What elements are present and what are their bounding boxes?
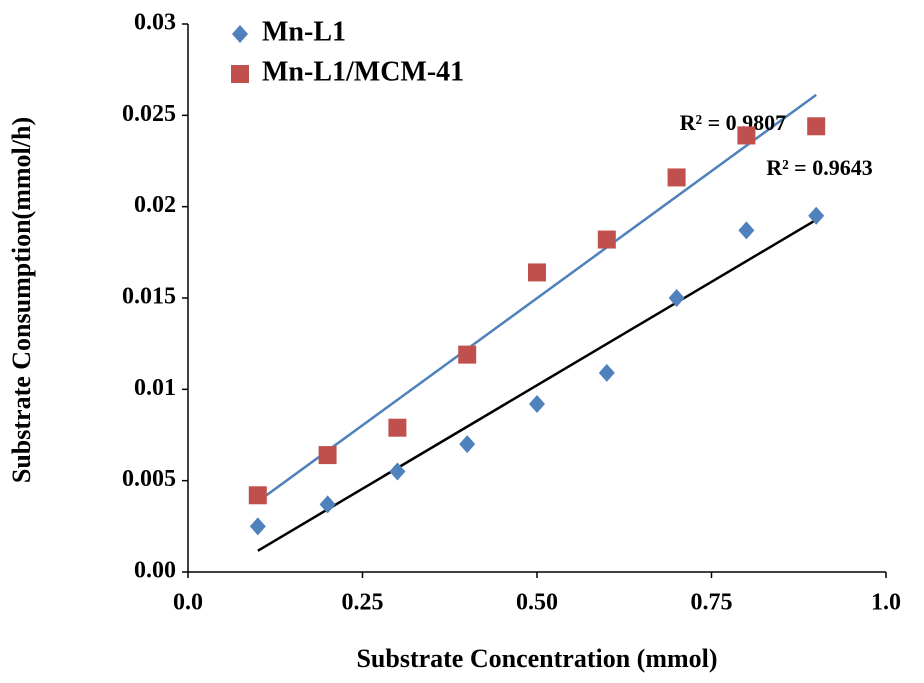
y-tick-label: 0.015 [122, 284, 176, 310]
point [667, 168, 686, 187]
y-tick-label: 0.03 [134, 10, 176, 36]
y-tick-label: 0.005 [122, 466, 176, 492]
point [528, 263, 546, 282]
trendline [257, 93, 817, 503]
x-tick-label: 0.50 [516, 590, 558, 616]
x-tick-label: 0.25 [342, 590, 384, 616]
point [388, 418, 407, 437]
x-tick-label: 1.0 [871, 590, 901, 616]
point [459, 435, 476, 454]
y-tick-label: 0.02 [134, 192, 176, 218]
legend-marker [231, 65, 249, 83]
x-tick-label: 0.75 [691, 590, 733, 616]
r-squared-label: R² = 0.9807 [680, 110, 787, 135]
point [668, 289, 685, 307]
trendline [257, 218, 817, 552]
legend-label: Mn-L1 [262, 16, 346, 47]
y-tick-label: 0.025 [122, 101, 176, 127]
point [598, 363, 615, 382]
point [319, 495, 336, 514]
y-tick-label: 0.01 [134, 375, 176, 401]
x-tick-label: 0.0 [173, 590, 203, 616]
y-axis-label: Substrate Consumption(mmol/h) [7, 117, 36, 483]
point [458, 345, 477, 364]
point [597, 230, 616, 249]
point [389, 462, 406, 481]
point [807, 117, 826, 136]
y-tick-label: 0.00 [134, 558, 176, 584]
point [808, 206, 825, 225]
point [737, 126, 756, 145]
legend-label: Mn-L1/MCM-41 [262, 56, 464, 87]
legend-marker [232, 25, 248, 43]
point [318, 446, 337, 465]
point [529, 394, 545, 413]
point [738, 221, 755, 240]
x-axis-label: Substrate Concentration (mmol) [356, 644, 717, 673]
point [248, 486, 267, 505]
r-squared-label: R² = 0.9643 [766, 155, 873, 180]
point [249, 517, 266, 536]
